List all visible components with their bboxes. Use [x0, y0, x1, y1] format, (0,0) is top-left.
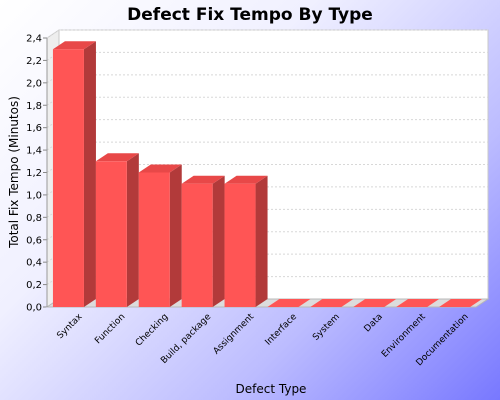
- y-tick-label: 2,2: [26, 56, 42, 67]
- y-tick-label: 0,4: [26, 258, 42, 269]
- bar: [353, 299, 397, 307]
- x-axis-label: Defect Type: [236, 382, 307, 396]
- plot-area: 0,0 0,2 0,4 0,6 0,8 1,0 1,2 1,4 1,6 1,8 2,0 2,2 2,4 S…: [26, 29, 490, 368]
- y-tick-label: 0,0: [26, 303, 42, 314]
- bar: [267, 299, 311, 307]
- y-axis-label: Total Fix Tempo (Minutos): [7, 96, 21, 249]
- bar: [138, 172, 170, 307]
- bar: [181, 183, 213, 307]
- bar: [224, 183, 256, 307]
- x-tick-label: Interface: [264, 312, 300, 348]
- y-tick-label: 1,6: [26, 123, 42, 134]
- bar-side: [212, 175, 225, 307]
- y-tick-label: 1,8: [26, 101, 42, 112]
- bar-top: [224, 175, 268, 184]
- bar-top: [181, 175, 225, 184]
- y-tick-label: 1,2: [26, 168, 42, 179]
- bar-top: [95, 153, 139, 162]
- x-tick-label: Checking: [134, 312, 170, 348]
- chart-title: Defect Fix Tempo By Type: [127, 5, 373, 25]
- bar-side: [83, 41, 96, 307]
- y-tick-label: 1,0: [26, 190, 42, 201]
- x-tick-label: Syntax: [55, 312, 85, 342]
- x-tick-label: System: [311, 312, 342, 343]
- x-tick-label: Environment: [380, 312, 428, 360]
- bar: [95, 161, 127, 307]
- x-tick-label: Function: [93, 312, 127, 346]
- y-tick-label: 0,2: [26, 280, 42, 291]
- y-tick-label: 2,4: [26, 34, 42, 45]
- bar: [310, 299, 354, 307]
- x-tick-label: Assignment: [212, 312, 257, 357]
- bar-side: [255, 175, 268, 307]
- bar: [52, 49, 84, 307]
- y-tick-label: 2,0: [26, 78, 42, 89]
- bar-side: [126, 153, 139, 307]
- bar: [439, 299, 483, 307]
- y-tick-label: 0,6: [26, 235, 42, 246]
- bar-top: [138, 164, 182, 173]
- bar: [396, 299, 440, 307]
- bar-side: [169, 164, 182, 307]
- x-tick-label: Data: [363, 312, 385, 334]
- y-tick-label: 1,4: [26, 146, 42, 157]
- y-tick-label: 0,8: [26, 213, 42, 224]
- grid-line-side: [46, 29, 60, 39]
- bar-top: [52, 41, 96, 50]
